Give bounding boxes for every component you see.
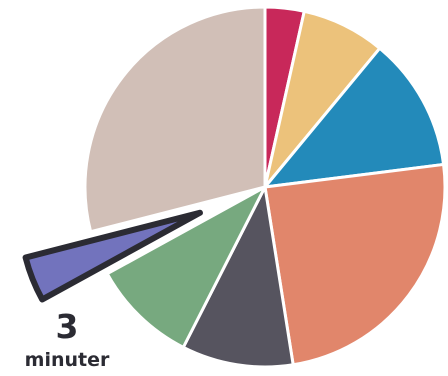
pie-slice-5: [181, 185, 295, 369]
pie-slice-6: [105, 185, 267, 349]
callout-unit-label: minuter: [25, 349, 110, 371]
pie-slice-exploded: [22, 209, 203, 303]
pie-slice-3: [263, 46, 446, 189]
pie-slices: [22, 5, 447, 369]
callout-value-label: 3: [56, 307, 79, 346]
pie-slice-8: [83, 5, 267, 234]
pie-slice-4: [263, 162, 447, 367]
